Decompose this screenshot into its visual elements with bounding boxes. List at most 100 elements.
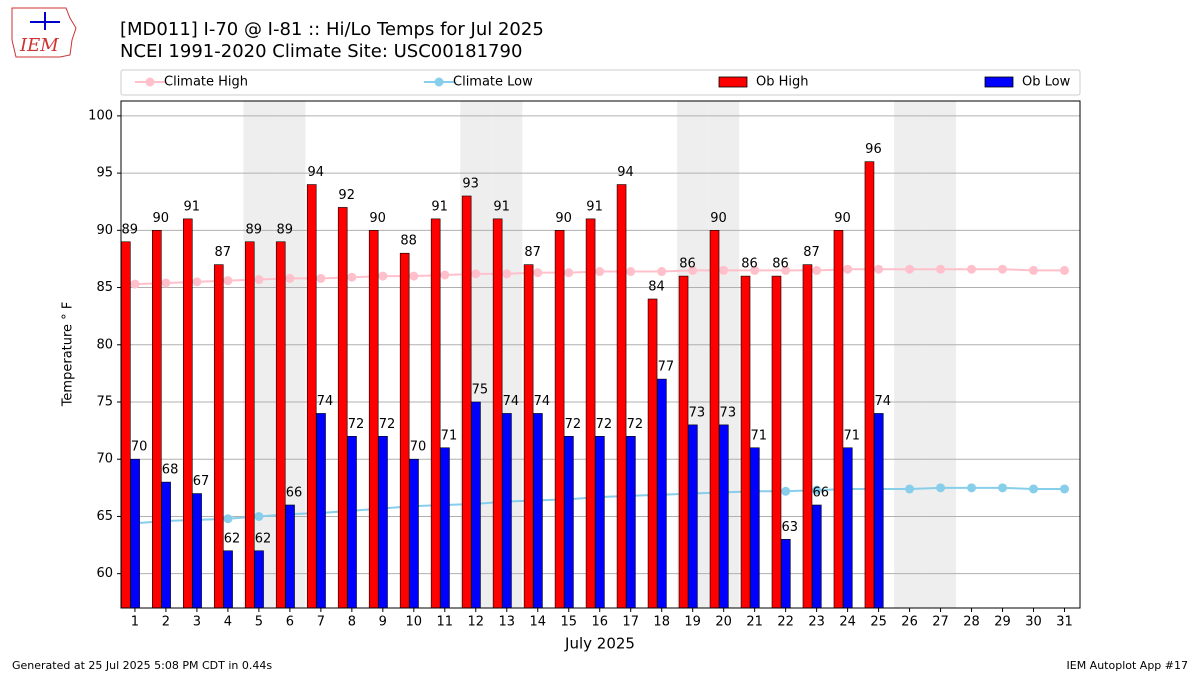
bar-value-label: 71 [843,428,860,443]
bar-value-label: 74 [503,394,520,409]
climate-point [905,264,915,274]
climate-point [967,483,977,493]
climate-point [874,264,884,274]
x-tick-label: 24 [839,615,856,630]
bar-value-label: 75 [472,382,489,397]
climate-point [223,514,233,524]
footer-right: IEM Autoplot App #17 [1067,659,1189,672]
bar-value-label: 73 [689,405,706,420]
x-tick-label: 10 [406,615,423,630]
weekend-shade [925,101,957,608]
x-tick-label: 21 [746,615,763,630]
bar-value-label: 90 [710,211,727,226]
bar [430,218,441,609]
climate-point [130,279,140,289]
climate-point [471,269,481,279]
bar-value-label: 62 [255,531,272,546]
x-tick-label: 29 [994,615,1011,630]
y-tick-label: 70 [96,452,113,467]
bar [864,161,875,609]
bar-value-label: 91 [184,199,201,214]
x-tick-label: 15 [560,615,577,630]
climate-point [595,267,605,277]
climate-point [936,264,946,274]
climate-point [967,264,977,274]
bar [740,275,751,609]
marks: 89 90 91 87 89 89 94 92 90 88 91 93 91 87 90 91 94 84 86 90… [121,142,1070,609]
bar [842,447,853,609]
bar-value-label: 96 [865,142,882,157]
bar [719,424,729,609]
climate-point [564,268,574,278]
bar-value-label: 91 [493,199,510,214]
bar [130,458,140,609]
bar-value-label: 87 [524,245,541,260]
bar [626,436,636,609]
climate-point [347,272,357,282]
bar [802,264,813,609]
bar [182,218,193,609]
bar-value-label: 63 [782,520,799,535]
x-tick-label: 14 [529,615,546,630]
y-tick-label: 60 [96,566,113,581]
bar-value-label: 72 [379,417,396,432]
bar-value-label: 94 [307,165,324,180]
x-tick-label: 22 [777,615,794,630]
bar [213,264,224,609]
bar-value-label: 94 [617,165,634,180]
bar [595,436,605,609]
climate-point [316,273,326,283]
x-tick-label: 30 [1025,615,1042,630]
bar [316,413,326,609]
x-tick-label: 16 [591,615,608,630]
bar [244,241,255,609]
climate-point [750,265,760,275]
bar-value-label: 72 [565,417,582,432]
bar-value-label: 74 [874,394,891,409]
bar-value-label: 68 [162,463,179,478]
bar-value-label: 89 [122,222,139,237]
bar-value-label: 73 [720,405,737,420]
x-tick-label: 20 [715,615,732,630]
chart-subtitle: NCEI 1991-2020 Climate Site: USC00181790 [120,41,522,62]
bar-value-label: 66 [286,485,303,500]
bar-value-label: 90 [153,211,170,226]
climate-point [998,264,1008,274]
bar-value-label: 70 [410,440,427,455]
y-tick-label: 85 [96,280,113,295]
logo-outline [11,7,77,58]
x-tick-label: 25 [870,615,887,630]
climate-point [781,486,791,496]
y-tick-label: 95 [96,166,113,181]
legend-label: Climate High [164,75,248,90]
bar-value-label: 89 [276,222,293,237]
bar-value-label: 91 [431,199,448,214]
legend-label: Ob High [756,75,809,90]
climate-point [626,267,636,277]
bar [399,252,410,609]
bar-value-label: 86 [679,257,696,272]
bar-value-label: 90 [555,211,572,226]
x-tick-label: 12 [468,615,485,630]
x-tick-label: 28 [963,615,980,630]
climate-point [285,273,295,283]
climate-point [812,485,822,495]
legend-marker [145,77,155,87]
bar [440,447,450,609]
climate-point [533,268,543,278]
bar [378,436,388,609]
bar [347,436,357,609]
bar [121,241,131,609]
bar [647,298,658,609]
climate-point [1029,484,1039,494]
bar [492,218,503,609]
bar-value-label: 72 [627,417,644,432]
y-tick-label: 80 [96,337,113,352]
logo: IEM [11,7,77,58]
bar [275,241,286,609]
bar [811,504,822,609]
climate-point [1029,265,1039,275]
bar-value-label: 70 [131,440,148,455]
climate-point [843,264,853,274]
